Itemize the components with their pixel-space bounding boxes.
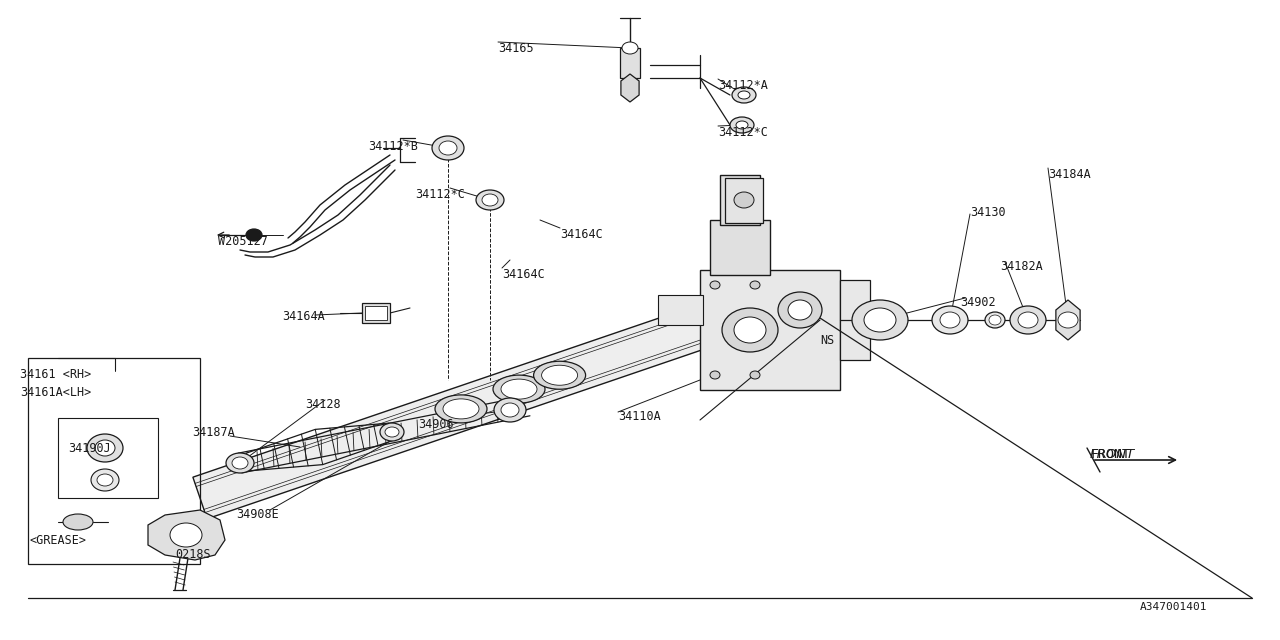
Ellipse shape — [1059, 312, 1078, 328]
Text: 34112*C: 34112*C — [415, 188, 465, 201]
Ellipse shape — [494, 398, 526, 422]
Ellipse shape — [778, 292, 822, 328]
Text: 34164C: 34164C — [502, 268, 545, 281]
Ellipse shape — [733, 317, 765, 343]
Ellipse shape — [170, 523, 202, 547]
Ellipse shape — [732, 87, 756, 103]
Ellipse shape — [435, 395, 486, 423]
Text: 34112*C: 34112*C — [718, 126, 768, 139]
Text: A347001401: A347001401 — [1140, 602, 1207, 612]
Bar — [840, 280, 870, 360]
Text: 0218S: 0218S — [175, 548, 211, 561]
Ellipse shape — [750, 281, 760, 289]
Text: 34906: 34906 — [419, 418, 453, 431]
Ellipse shape — [476, 190, 504, 210]
Text: 34112*B: 34112*B — [369, 140, 417, 153]
Ellipse shape — [443, 399, 479, 419]
Bar — [28, 358, 200, 564]
Text: 34182A: 34182A — [1000, 260, 1043, 273]
Polygon shape — [621, 74, 639, 102]
Ellipse shape — [380, 423, 404, 441]
Text: NS: NS — [820, 334, 835, 347]
Ellipse shape — [730, 117, 754, 133]
Ellipse shape — [63, 514, 93, 530]
Ellipse shape — [710, 371, 719, 379]
Ellipse shape — [864, 308, 896, 332]
Ellipse shape — [541, 365, 577, 385]
Text: 34161A<LH>: 34161A<LH> — [20, 386, 91, 399]
Text: W205127: W205127 — [218, 235, 268, 248]
Bar — [362, 303, 390, 323]
Text: 34130: 34130 — [970, 206, 1006, 219]
Ellipse shape — [852, 300, 908, 340]
Ellipse shape — [622, 42, 637, 54]
Text: 34161 <RH>: 34161 <RH> — [20, 368, 91, 381]
Bar — [719, 175, 760, 225]
Text: 34128: 34128 — [305, 398, 340, 411]
Bar — [620, 48, 640, 78]
Ellipse shape — [1010, 306, 1046, 334]
Polygon shape — [193, 279, 787, 519]
Ellipse shape — [95, 440, 115, 456]
Bar — [365, 306, 387, 320]
Text: 34165: 34165 — [498, 42, 534, 55]
Bar — [658, 295, 703, 325]
Text: FRONT: FRONT — [1091, 448, 1130, 461]
Ellipse shape — [493, 375, 545, 403]
Ellipse shape — [500, 379, 538, 399]
Text: 34187A: 34187A — [192, 426, 234, 439]
Text: 34112*A: 34112*A — [718, 79, 768, 92]
Ellipse shape — [246, 229, 262, 241]
Text: 34184A: 34184A — [1048, 168, 1091, 181]
Ellipse shape — [385, 427, 399, 437]
Ellipse shape — [733, 192, 754, 208]
Ellipse shape — [722, 308, 778, 352]
Text: 34908E: 34908E — [236, 508, 279, 521]
Text: 34110A: 34110A — [618, 410, 660, 423]
Ellipse shape — [989, 315, 1001, 325]
Ellipse shape — [534, 361, 586, 389]
Ellipse shape — [87, 434, 123, 462]
Polygon shape — [148, 510, 225, 560]
Ellipse shape — [736, 121, 748, 129]
Bar — [700, 270, 840, 390]
Text: 34190J: 34190J — [68, 442, 111, 455]
Ellipse shape — [483, 194, 498, 206]
Ellipse shape — [433, 136, 465, 160]
Ellipse shape — [91, 469, 119, 491]
Ellipse shape — [710, 281, 719, 289]
Bar — [724, 178, 763, 223]
Ellipse shape — [232, 457, 248, 469]
Text: 34164C: 34164C — [561, 228, 603, 241]
Ellipse shape — [932, 306, 968, 334]
Ellipse shape — [940, 312, 960, 328]
Bar — [58, 418, 157, 498]
Ellipse shape — [439, 141, 457, 155]
Polygon shape — [1056, 300, 1080, 340]
Ellipse shape — [227, 453, 253, 473]
Text: 34902: 34902 — [960, 296, 996, 309]
Ellipse shape — [750, 371, 760, 379]
Ellipse shape — [788, 300, 812, 320]
Ellipse shape — [739, 91, 750, 99]
Text: <GREASE>: <GREASE> — [29, 534, 87, 547]
Ellipse shape — [1018, 312, 1038, 328]
Ellipse shape — [500, 403, 518, 417]
Text: FRONT: FRONT — [1091, 448, 1135, 461]
Ellipse shape — [97, 474, 113, 486]
Ellipse shape — [986, 312, 1005, 328]
Text: 34164A: 34164A — [282, 310, 325, 323]
Bar — [710, 220, 771, 275]
